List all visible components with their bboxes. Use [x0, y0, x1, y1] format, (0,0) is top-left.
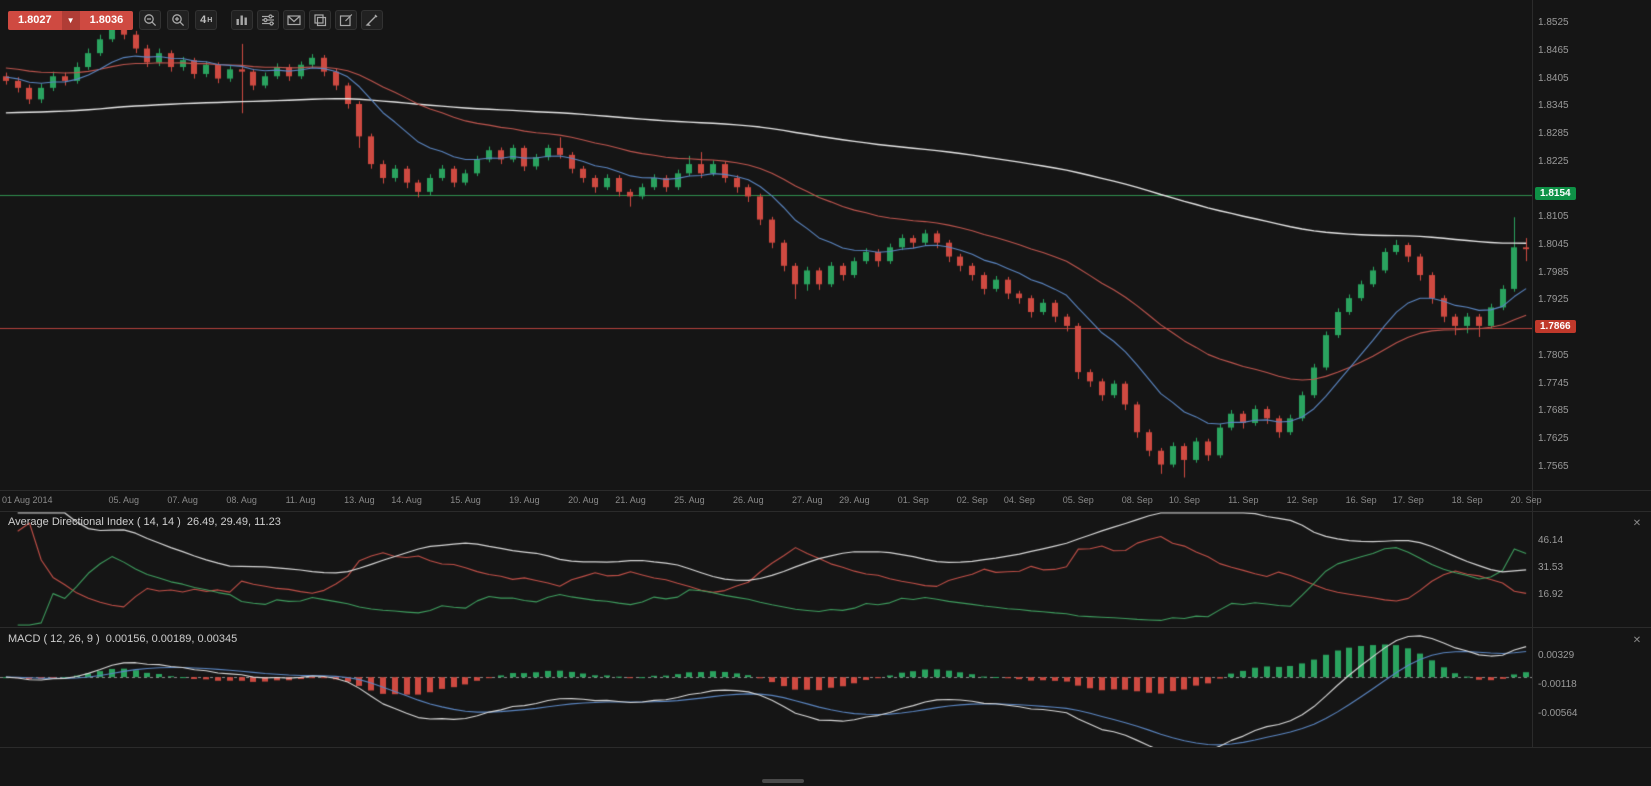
date-axis-label: 21. Aug [615, 495, 646, 505]
edit-button[interactable] [335, 10, 358, 30]
sell-button[interactable]: 1.8027 [8, 10, 62, 30]
zoom-out-icon [144, 14, 157, 27]
zoom-in-button[interactable] [167, 10, 190, 30]
draw-button[interactable] [361, 10, 384, 30]
adx-panel-header: Average Directional Index ( 14, 14 ) 26.4… [8, 516, 281, 528]
buy-button[interactable]: 1.8036 [79, 10, 134, 30]
date-axis[interactable]: 01 Aug 2014 05. Aug 07. Aug 08. Aug 11. Aug 1… [0, 491, 1542, 511]
quote-panel: 1.8027 ▼ 1.8036 [8, 10, 134, 30]
price-axis-label: 1.7685 [1538, 405, 1569, 417]
email-button[interactable] [283, 10, 306, 30]
date-axis-label: 05. Aug [108, 495, 139, 505]
price-axis-label: 1.7565 [1538, 460, 1569, 472]
price-axis-label: 1.7745 [1538, 377, 1569, 389]
date-axis-label: 17. Sep [1392, 495, 1424, 505]
price-axis-label: 1.8345 [1538, 100, 1569, 112]
chart-tools-group [231, 10, 384, 30]
price-axis-label: 1.8465 [1538, 44, 1569, 56]
indicators-button[interactable] [257, 10, 280, 30]
chart-type-button[interactable] [231, 10, 254, 30]
date-axis-label: 11. Sep [1228, 495, 1259, 505]
price-axis-label: 1.7805 [1538, 349, 1569, 361]
zoom-out-button[interactable] [139, 10, 162, 30]
date-axis-label: 20. Sep [1510, 495, 1542, 505]
bottom-separator [0, 747, 1651, 748]
date-axis-label: 14. Aug [391, 495, 422, 505]
adx-axis-label: 16.92 [1538, 588, 1564, 600]
date-axis-label: 08. Sep [1121, 495, 1153, 505]
copy-icon [314, 14, 327, 27]
price-level-badge[interactable]: 1.7866 [1535, 319, 1576, 333]
date-axis-label: 15. Aug [450, 495, 481, 505]
adx-axis-label: 31.53 [1538, 562, 1564, 574]
copy-button[interactable] [309, 10, 332, 30]
date-axis-label: 10. Sep [1168, 495, 1200, 505]
price-axis-label: 1.8405 [1538, 72, 1569, 84]
date-axis-label: 11. Aug [285, 495, 316, 505]
timeframe-value: 4 [200, 14, 207, 26]
date-axis-label: 18. Sep [1451, 495, 1483, 505]
price-axis-label: 1.8285 [1538, 128, 1569, 140]
date-axis-label: 05. Sep [1062, 495, 1094, 505]
indicators-icon [262, 14, 275, 26]
price-direction-down-icon: ▼ [61, 10, 80, 30]
date-axis-label: 12. Sep [1286, 495, 1318, 505]
chart-type-icon [236, 15, 248, 25]
date-axis-label: 02. Sep [956, 495, 988, 505]
email-icon [287, 15, 301, 26]
chart-date-separator [0, 490, 1651, 491]
price-axis-label: 1.8525 [1538, 17, 1569, 29]
price-axis-border [1532, 0, 1533, 747]
date-axis-label: 01 Aug 2014 [2, 495, 53, 505]
macd-values: 0.00156, 0.00189, 0.00345 [105, 633, 238, 645]
date-axis-label: 29. Aug [839, 495, 870, 505]
price-axis[interactable]: 1.8525 1.8465 1.8405 1.8345 1.8285 1.8225 1.81… [1533, 0, 1651, 786]
macd-axis-label: -0.00564 [1538, 707, 1578, 719]
price-axis-label: 1.8105 [1538, 211, 1569, 223]
date-axis-label: 26. Aug [733, 495, 764, 505]
date-axis-label: 07. Aug [167, 495, 198, 505]
draw-icon [365, 14, 378, 27]
macd-panel-separator [0, 627, 1651, 628]
adx-title: Average Directional Index ( 14, 14 ) [8, 516, 181, 528]
date-axis-label: 19. Aug [509, 495, 540, 505]
price-axis-label: 1.8045 [1538, 239, 1569, 250]
price-axis-label: 1.7925 [1538, 294, 1569, 306]
zoom-in-icon [172, 14, 185, 27]
main-price-chart-canvas[interactable] [0, 0, 1532, 490]
adx-close-icon[interactable]: ✕ [1629, 515, 1645, 531]
timeframe-unit: H [207, 16, 213, 24]
macd-indicator-canvas[interactable] [0, 628, 1532, 747]
edit-icon [340, 14, 353, 27]
adx-axis-label: 46.14 [1538, 535, 1564, 547]
macd-close-icon[interactable]: ✕ [1629, 632, 1645, 648]
date-axis-label: 08. Aug [226, 495, 257, 505]
price-axis-label: 1.7985 [1538, 266, 1569, 278]
date-axis-label: 04. Sep [1003, 495, 1035, 505]
adx-panel-separator [0, 511, 1651, 512]
adx-indicator-canvas[interactable] [0, 512, 1532, 626]
horizontal-scrollbar[interactable] [762, 779, 804, 783]
date-axis-label: 20. Aug [568, 495, 599, 505]
price-axis-label: 1.8225 [1538, 155, 1569, 167]
macd-title: MACD ( 12, 26, 9 ) [8, 633, 100, 645]
price-axis-label: 1.7625 [1538, 433, 1569, 445]
macd-axis-label: 0.00329 [1538, 649, 1575, 661]
date-axis-label: 13. Aug [344, 495, 375, 505]
adx-values: 26.49, 29.49, 11.23 [186, 516, 281, 528]
macd-panel-header: MACD ( 12, 26, 9 ) 0.00156, 0.00189, 0.00… [8, 633, 237, 645]
date-axis-label: 16. Sep [1345, 495, 1377, 505]
date-axis-label: 27. Aug [791, 495, 823, 505]
date-axis-label: 25. Aug [674, 495, 705, 505]
macd-axis-label: -0.00118 [1538, 678, 1577, 690]
price-level-badge[interactable]: 1.8154 [1535, 186, 1576, 200]
date-axis-label: 01. Sep [897, 495, 929, 505]
